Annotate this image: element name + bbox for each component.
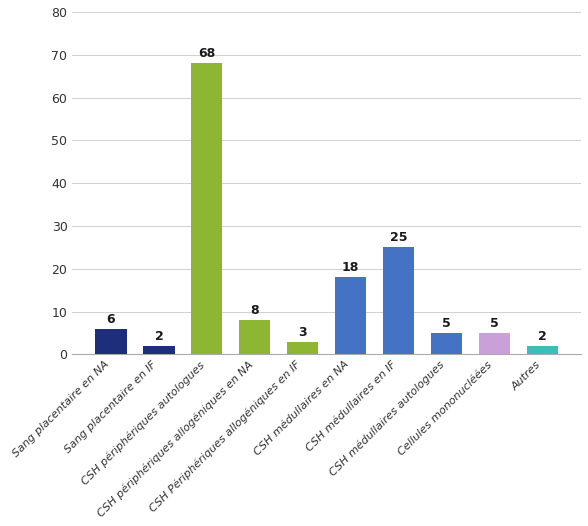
Text: 6: 6 bbox=[106, 313, 115, 326]
Text: 68: 68 bbox=[198, 47, 216, 60]
Bar bbox=[335, 277, 366, 355]
Text: 25: 25 bbox=[390, 231, 407, 245]
Bar bbox=[239, 320, 270, 355]
Text: 5: 5 bbox=[490, 317, 499, 330]
Text: 5: 5 bbox=[442, 317, 451, 330]
Text: 2: 2 bbox=[538, 330, 547, 343]
Bar bbox=[431, 333, 462, 355]
Text: 2: 2 bbox=[155, 330, 163, 343]
Bar bbox=[527, 346, 558, 355]
Text: 3: 3 bbox=[299, 326, 307, 339]
Bar bbox=[191, 63, 222, 355]
Bar bbox=[287, 341, 318, 355]
Text: 18: 18 bbox=[342, 261, 359, 275]
Bar bbox=[95, 329, 126, 355]
Bar bbox=[143, 346, 175, 355]
Bar bbox=[479, 333, 510, 355]
Bar bbox=[383, 247, 414, 355]
Text: 8: 8 bbox=[250, 304, 259, 317]
